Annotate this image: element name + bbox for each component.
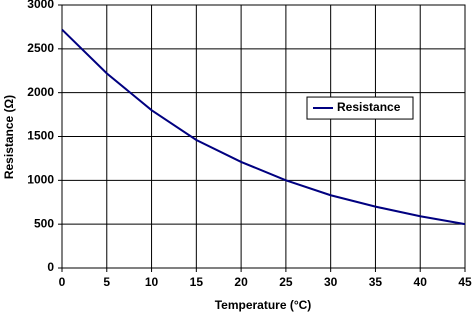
x-tick-label: 5 <box>103 275 110 289</box>
y-tick-label: 1500 <box>27 129 54 143</box>
y-tick-label: 2000 <box>27 85 54 99</box>
x-tick-label: 45 <box>458 275 472 289</box>
x-tick-label: 15 <box>190 275 204 289</box>
y-tick-label: 500 <box>34 216 54 230</box>
legend-box <box>306 96 414 120</box>
y-tick-label: 0 <box>47 260 54 274</box>
x-tick-label: 25 <box>279 275 293 289</box>
y-tick-label: 3000 <box>27 0 54 11</box>
legend-label: Resistance <box>337 100 401 114</box>
x-tick-label: 35 <box>369 275 383 289</box>
line <box>61 28 466 226</box>
y-axis-label: Resistance (Ω) <box>2 95 16 179</box>
x-tick-label: 20 <box>234 275 248 289</box>
x-tick-label: 40 <box>414 275 428 289</box>
x-tick-label: 10 <box>145 275 159 289</box>
x-tick-label: 30 <box>324 275 338 289</box>
y-tick-label: 2500 <box>27 41 54 55</box>
x-axis-label: Temperature (°C) <box>215 298 312 312</box>
y-tick-label: 1000 <box>27 173 54 187</box>
x-tick-label: 0 <box>59 275 66 289</box>
